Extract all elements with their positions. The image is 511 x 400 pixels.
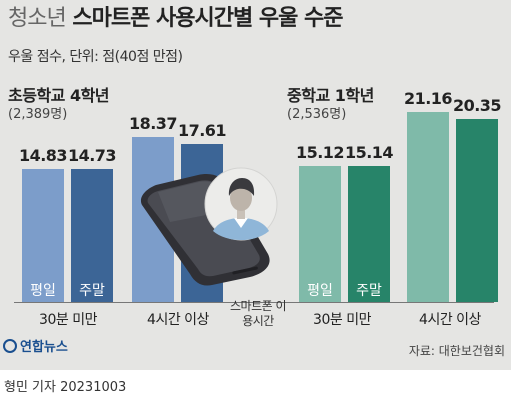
data-label: 15.12 <box>295 142 345 162</box>
bar <box>407 111 449 302</box>
bar-series-label: 평일 <box>307 283 333 299</box>
x-axis-label: 스마트폰 이용시간 <box>229 299 287 328</box>
yonhap-logo: 연합뉴스 <box>3 336 68 355</box>
group-title: 중학교 1학년 <box>287 86 374 105</box>
x-tick-label: 4시간 이상 <box>147 312 209 328</box>
bar <box>348 165 390 302</box>
x-tick-label: 4시간 이상 <box>419 312 481 328</box>
data-label: 20.35 <box>452 95 502 115</box>
group-count: (2,389명) <box>8 107 68 122</box>
logo-text: 연합뉴스 <box>20 340 68 355</box>
bar <box>22 168 64 302</box>
bar-series-label: 주말 <box>356 283 382 299</box>
title-prefix: 청소년 <box>8 6 67 31</box>
data-label: 14.73 <box>67 146 117 166</box>
data-label: 21.16 <box>403 88 453 108</box>
data-label: 14.83 <box>18 145 68 165</box>
page-title: 청소년 스마트폰 사용시간별 우울 수준 <box>8 4 344 34</box>
data-label: 18.37 <box>128 113 178 133</box>
chart-subtitle: 우울 점수, 단위: 점(40점 만점) <box>8 49 183 65</box>
chart-baseline <box>14 302 494 303</box>
data-label: 17.61 <box>177 120 227 140</box>
x-tick-label: 30분 미만 <box>39 312 97 328</box>
title-main: 스마트폰 사용시간별 우울 수준 <box>72 6 343 31</box>
bar-series-label: 평일 <box>30 283 56 299</box>
data-label: 15.14 <box>344 142 394 162</box>
group-count: (2,536명) <box>287 107 347 122</box>
infographic-card: 청소년 스마트폰 사용시간별 우울 수준 우울 점수, 단위: 점(40점 만점… <box>0 0 511 370</box>
bar <box>456 118 498 302</box>
bar <box>71 169 113 302</box>
phone-user-illustration <box>140 167 278 286</box>
bar-series-label: 주말 <box>79 283 105 299</box>
yonhap-logo-icon <box>3 339 17 353</box>
credit-line: 형민 기자 20231003 <box>4 380 127 395</box>
source-text: 자료: 대한보건협회 <box>408 344 505 358</box>
x-tick-label: 30분 미만 <box>313 312 371 328</box>
group-title: 초등학교 4학년 <box>8 86 110 105</box>
person-avatar <box>204 167 278 241</box>
bar <box>299 165 341 302</box>
